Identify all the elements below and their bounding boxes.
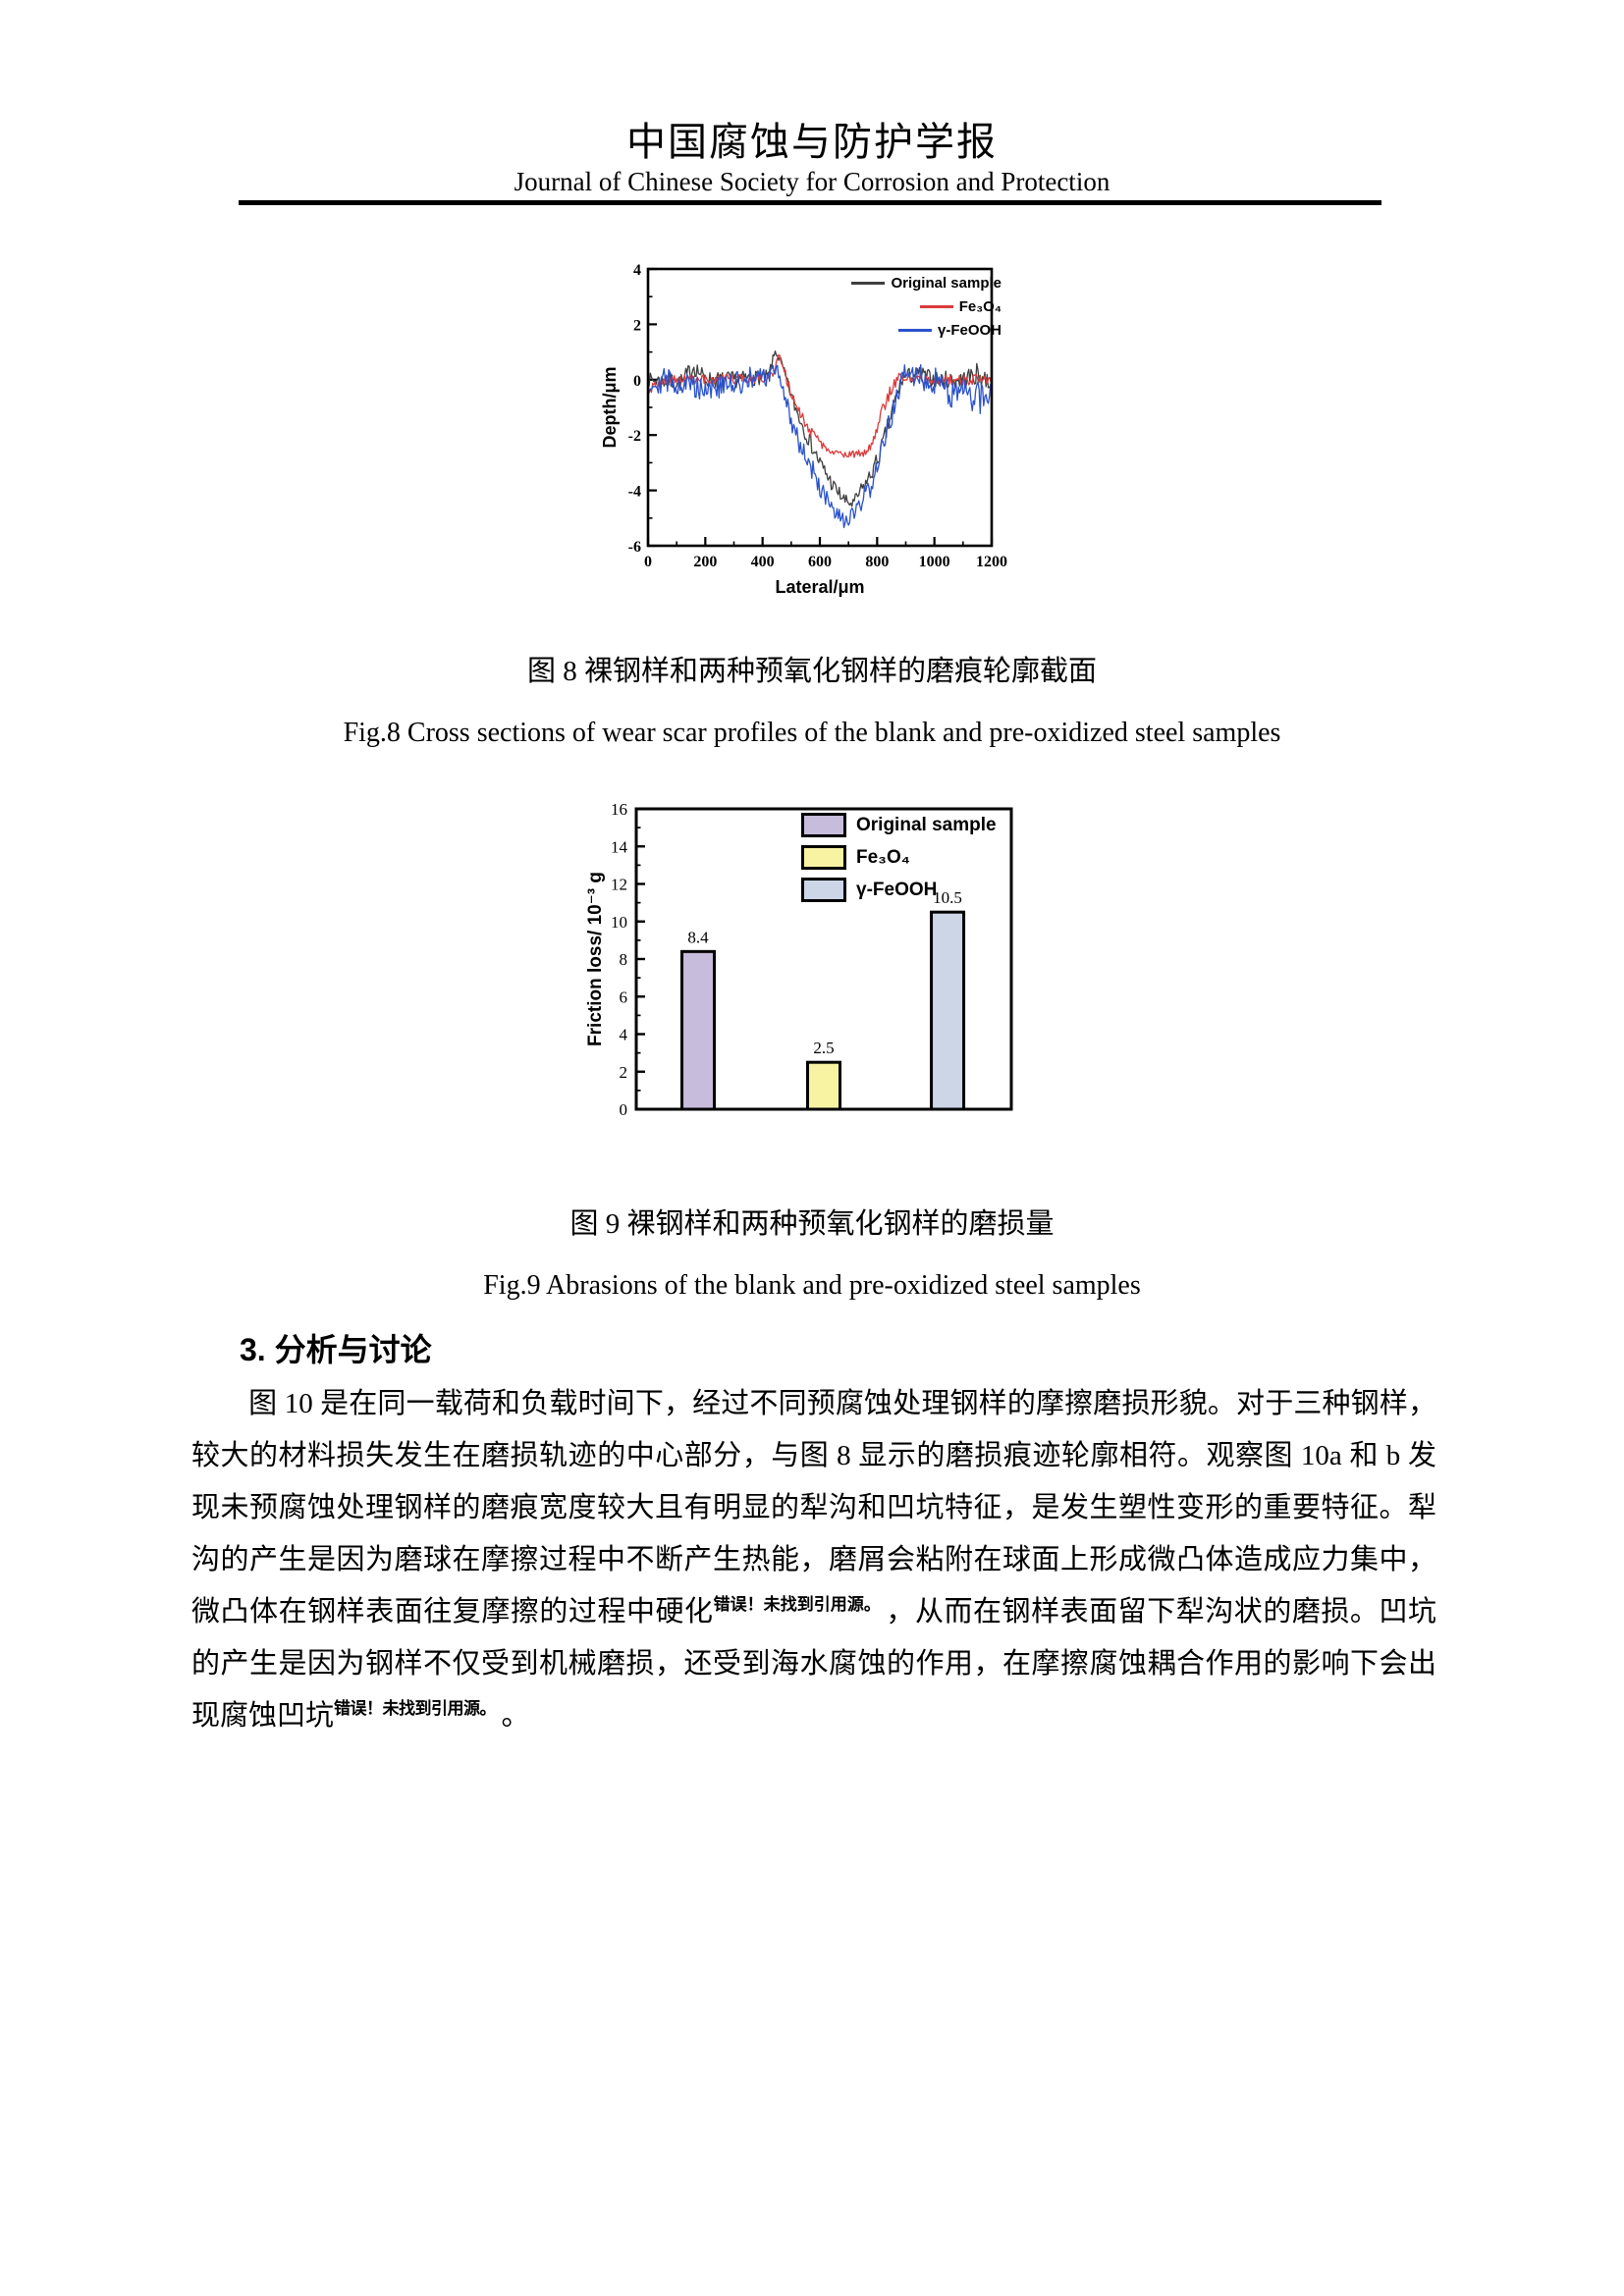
fig8-line-chart: Lateral/μm Depth/μm -6 -4 -2 0 2 4 0 200 400 600 8…	[601, 253, 1023, 599]
paragraph-text-2: ，从而在钢样表面留下犁沟状的磨损。凹坑的产生是因为钢样不仅受到机械磨损，还受到海…	[191, 1596, 1436, 1732]
fig9-caption-zh: 图 9 裸钢样和两种预氧化钢样的磨损量	[569, 1208, 1055, 1240]
svg-text:8: 8	[620, 950, 628, 969]
section-heading: 3. 分析与讨论	[240, 1332, 432, 1367]
fig9-bar-chart: Friction loss/ 10⁻³ g 0 2 4 6 8 10 12 14 16 8.4 2.…	[581, 803, 1043, 1127]
svg-text:16: 16	[611, 803, 627, 819]
ref-error-marker-2: 错误！未找到引用源。	[334, 1699, 488, 1719]
fig8-line-chart-svg: Lateral/μm Depth/μm -6 -4 -2 0 2 4 0 200 400 600 8…	[601, 262, 1007, 597]
svg-text:2: 2	[620, 1063, 628, 1082]
legend-label: Fe₃O₄	[958, 297, 1001, 315]
legend-label: γ-FeOOH	[856, 879, 938, 900]
legend-item-original-sample: Original sample	[801, 813, 997, 837]
svg-text:-2: -2	[628, 428, 641, 445]
legend-label: Original sample	[891, 274, 1001, 292]
svg-text:200: 200	[693, 554, 717, 570]
svg-text:10: 10	[611, 913, 627, 932]
journal-title-zh: 中国腐蚀与防护学报	[626, 120, 998, 164]
body-paragraph: 图 10 是在同一载荷和负载时间下，经过不同预腐蚀处理钢样的摩擦磨损形貌。对于三…	[191, 1378, 1436, 1742]
paragraph-text-1: 图 10 是在同一载荷和负载时间下，经过不同预腐蚀处理钢样的摩擦磨损形貌。对于三…	[191, 1388, 1436, 1628]
svg-text:6: 6	[620, 988, 628, 1006]
legend-item-original-sample: Original sample	[851, 271, 1001, 294]
legend-line-original-sample	[851, 281, 886, 285]
svg-text:10.5: 10.5	[933, 888, 962, 907]
paragraph-text-3: 。	[501, 1700, 530, 1732]
legend-label: γ-FeOOH	[937, 321, 1001, 339]
svg-text:2.5: 2.5	[813, 1039, 834, 1057]
svg-text:1200: 1200	[976, 554, 1007, 570]
legend-line-fe3o4	[919, 304, 953, 308]
fig8-caption-zh: 图 8 裸钢样和两种预氧化钢样的磨痕轮廓截面	[526, 656, 1097, 687]
svg-text:12: 12	[611, 876, 627, 894]
fig8-xaxis-title: Lateral/μm	[775, 577, 864, 597]
svg-text:0: 0	[620, 1100, 628, 1119]
svg-text:-4: -4	[628, 484, 641, 501]
fig9-legend: Original sample Fe₃O₄ γ-FeOOH	[801, 813, 997, 910]
svg-text:0: 0	[633, 373, 641, 390]
legend-item-feooh: γ-FeOOH	[851, 318, 1001, 342]
svg-text:2: 2	[633, 317, 641, 334]
fig8-legend: Original sample Fe₃O₄ γ-FeOOH	[851, 271, 1001, 342]
fig9-caption-en: Fig.9 Abrasions of the blank and pre-oxi…	[483, 1270, 1141, 1301]
fig8-yaxis-title: Depth/μm	[601, 366, 620, 448]
svg-text:1000: 1000	[919, 554, 950, 570]
svg-text:14: 14	[611, 837, 628, 856]
svg-text:400: 400	[751, 554, 775, 570]
svg-text:4: 4	[620, 1026, 628, 1044]
legend-label: Original sample	[856, 814, 997, 835]
svg-text:800: 800	[865, 554, 889, 570]
legend-item-fe3o4: Fe₃O₄	[851, 294, 1001, 318]
legend-swatch-fe3o4	[801, 845, 846, 870]
svg-text:8.4: 8.4	[687, 928, 709, 946]
legend-swatch-feooh	[801, 878, 846, 902]
fig9-bar-chart-svg: Friction loss/ 10⁻³ g 0 2 4 6 8 10 12 14 16 8.4 2.…	[585, 803, 1013, 1119]
legend-line-feooh	[897, 328, 932, 332]
ref-error-marker-1: 错误！未找到引用源。	[713, 1595, 873, 1615]
legend-item-fe3o4: Fe₃O₄	[801, 845, 997, 870]
svg-text:4: 4	[633, 262, 641, 279]
svg-text:0: 0	[644, 554, 652, 570]
legend-swatch-original-sample	[801, 813, 846, 837]
fig9-yaxis-title: Friction loss/ 10⁻³ g	[585, 872, 606, 1046]
svg-text:-6: -6	[628, 539, 641, 556]
header-rule	[239, 200, 1381, 205]
journal-title-en: Journal of Chinese Society for Corrosion…	[514, 167, 1110, 196]
legend-label: Fe₃O₄	[856, 846, 910, 868]
legend-item-feooh: γ-FeOOH	[801, 878, 997, 902]
svg-text:600: 600	[808, 554, 832, 570]
fig8-caption-en: Fig.8 Cross sections of wear scar profil…	[343, 718, 1281, 748]
